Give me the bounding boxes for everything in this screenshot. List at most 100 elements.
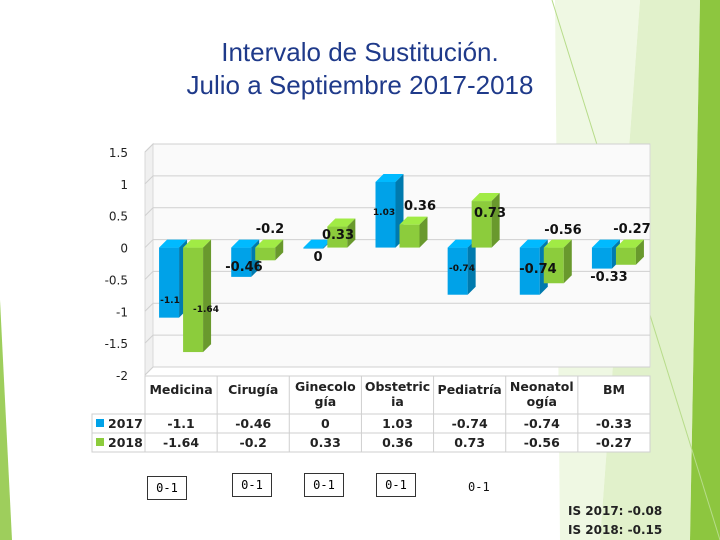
bar-top-2018-4 [471, 193, 500, 202]
data-label-2018-0: -1.64 [193, 305, 219, 315]
gridline [144, 366, 650, 376]
bar-2018-1 [255, 247, 276, 261]
table-cell-2018-2: 0.33 [310, 435, 341, 450]
data-label-2017-1: -0.46 [225, 260, 262, 275]
bar-side-2018-2 [347, 218, 356, 248]
gridline [144, 175, 650, 185]
data-label-2018-3: 0.36 [404, 199, 436, 214]
category-label: Medicina [149, 382, 212, 397]
bar-layer [159, 173, 644, 353]
gridline [144, 143, 650, 153]
data-label-2017-3: 1.03 [373, 208, 395, 218]
bar-2018-4 [471, 201, 492, 248]
y-tick-label: -1.5 [105, 337, 128, 351]
data-label-2018-6: -0.27 [613, 222, 650, 237]
category-label: Cirugía [228, 382, 278, 397]
bar-2017-6 [591, 247, 612, 269]
bar-top-2017-1 [231, 239, 260, 248]
data-label-2017-4: -0.74 [449, 264, 475, 274]
summary-block: IS 2017: -0.08 IS 2018: -0.15 [568, 502, 662, 540]
bar-top-2017-5 [519, 239, 548, 248]
overlay-text: 0-1 [468, 480, 490, 494]
table-cell-2018-3: 0.36 [382, 435, 413, 450]
bar-2018-5 [543, 247, 564, 284]
y-tick-label: 1.5 [109, 146, 128, 160]
data-label-2017-6: -0.33 [590, 270, 627, 285]
bar-side-2018-0 [203, 239, 212, 353]
bar-2017-4 [447, 247, 468, 295]
data-label-2017-5: -0.74 [519, 262, 556, 277]
data-label-2017-0: -1.1 [160, 296, 180, 306]
overlay-box-3: 0-1 [304, 473, 344, 497]
bar-side-2018-1 [275, 239, 284, 261]
table-cell-2018-1: -0.2 [240, 435, 267, 450]
bar-side-2018-4 [491, 193, 500, 248]
table-header [144, 375, 651, 415]
title-line-2: Julio a Septiembre 2017-2018 [186, 70, 534, 100]
bar-top-2017-0 [159, 239, 188, 248]
title-line-1: Intervalo de Sustitución. [221, 37, 499, 67]
category-label: BM [603, 382, 625, 397]
bar-top-2018-0 [183, 239, 212, 248]
summary-is-2018: IS 2018: -0.15 [568, 523, 663, 537]
category-label: ia [391, 394, 404, 409]
legend-label-2018: 2018 [108, 435, 143, 450]
bar-2017-5 [519, 247, 540, 295]
bar-side-2018-3 [419, 216, 428, 248]
bar-2018-2 [327, 226, 348, 248]
label-layer: -1.1 -0.46 0 1.03 -0.74 -0.74 -0.33 -1.64 -0.2 0.… [160, 199, 651, 315]
bar-top-2018-2 [327, 218, 356, 227]
category-label: gía [315, 394, 337, 409]
bar-2017-3 [375, 181, 396, 248]
slide-title: Intervalo de Sustitución. Julio a Septie… [120, 36, 600, 102]
bar-top-2017-2 [303, 239, 332, 248]
legend-label-2017: 2017 [108, 416, 143, 431]
table-cell-2017-2: 0 [321, 416, 330, 431]
bar-2017-0 [159, 247, 180, 318]
bar-2018-3 [399, 224, 420, 248]
table-cell-2017-6: -0.33 [596, 416, 632, 431]
overlay-box-1: 0-1 [147, 476, 187, 500]
table-cell-2017-0: -1.1 [167, 416, 194, 431]
category-label: Ginecolo [295, 379, 356, 394]
category-label: ogía [527, 394, 557, 409]
table-cell-2017-5: -0.74 [524, 416, 560, 431]
data-label-2018-1: -0.2 [256, 222, 284, 237]
y-tick-label: -2 [116, 369, 128, 383]
table-cell-2018-0: -1.64 [163, 435, 199, 450]
y-tick-label: 0 [120, 242, 128, 256]
plot-side-wall [144, 142, 154, 377]
gridline [144, 334, 650, 344]
left-green-stripe [0, 300, 12, 540]
table-cell-2018-4: 0.73 [454, 435, 485, 450]
data-label-2018-4: 0.73 [474, 206, 506, 221]
bar-2017-2 [303, 247, 324, 249]
table-cell-2017-4: -0.74 [452, 416, 488, 431]
bar-top-2018-1 [255, 239, 284, 248]
category-label: Pediatría [438, 382, 502, 397]
data-label-2018-2: 0.33 [322, 228, 354, 243]
bar-2017-1 [231, 247, 252, 277]
table-cell-2018-6: -0.27 [596, 435, 632, 450]
gridline [144, 270, 650, 280]
bar-2018-6 [615, 247, 636, 265]
bar-top-2018-5 [543, 239, 572, 248]
y-tick-label: -1 [116, 305, 128, 319]
table-cell-2017-1: -0.46 [235, 416, 271, 431]
data-label-2017-2: 0 [313, 250, 322, 265]
gridline [144, 302, 650, 312]
table-cell-2017-3: 1.03 [382, 416, 413, 431]
legend-swatch-2017 [96, 419, 104, 427]
bar-top-2018-6 [615, 239, 644, 248]
y-tick-label: 1 [120, 178, 128, 192]
summary-is-2017: IS 2017: -0.08 [568, 504, 663, 518]
overlay-box-4: 0-1 [376, 473, 416, 497]
category-label: Obstetric [365, 379, 430, 394]
bar-2018-0 [183, 247, 204, 353]
bar-top-2018-3 [399, 216, 428, 225]
y-tick-label: 0.5 [109, 210, 128, 224]
bar-top-2017-6 [591, 239, 620, 248]
overlay-box-2: 0-1 [232, 473, 272, 497]
